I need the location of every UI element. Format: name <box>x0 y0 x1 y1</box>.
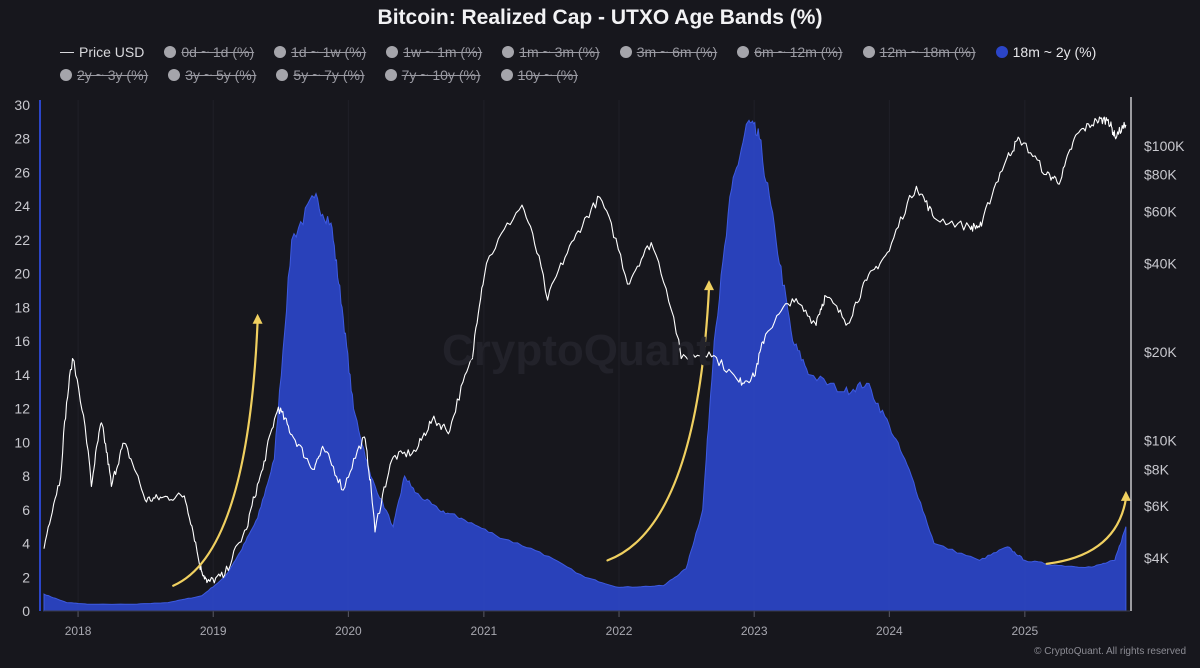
x-tick-label: 2018 <box>65 624 92 638</box>
x-tick-label: 2020 <box>335 624 362 638</box>
legend-label: 18m ~ 2y (%) <box>1012 44 1097 60</box>
annotation-layer <box>172 280 1131 587</box>
legend-dot-marker <box>384 69 397 81</box>
y-left-tick-label: 2 <box>22 569 30 585</box>
legend-label: 1w ~ 1m (%) <box>403 44 483 60</box>
legend-label: 6m ~ 12m (%) <box>754 44 843 60</box>
legend-dot-marker <box>737 46 750 58</box>
y-right-tick-label: $10K <box>1144 433 1177 449</box>
legend-item[interactable]: 1m ~ 3m (%) <box>502 41 600 64</box>
y-left-tick-label: 12 <box>14 401 30 417</box>
legend-item[interactable]: 3m ~ 6m (%) <box>619 41 718 64</box>
legend-dot-marker <box>60 69 72 81</box>
legend-item[interactable]: 0d ~ 1d (%) <box>164 41 254 64</box>
y-left-tick-label: 28 <box>14 131 30 147</box>
chart-title: Bitcoin: Realized Cap - UTXO Age Bands (… <box>377 6 823 29</box>
legend-dot-marker <box>502 46 515 58</box>
x-tick-label: 2023 <box>741 624 768 638</box>
y-right-tick-label: $60K <box>1144 203 1177 219</box>
legend-label: 1m ~ 3m (%) <box>519 44 600 60</box>
watermark: CryptoQuant <box>442 326 711 375</box>
y-right-tick-label: $6K <box>1144 498 1170 514</box>
y-left-tick-label: 10 <box>14 434 30 450</box>
legend-dot-marker <box>168 69 181 81</box>
legend-label: 1d ~ 1w (%) <box>291 44 367 60</box>
annotation-arrowhead <box>1120 490 1131 501</box>
y-left-tick-label: 26 <box>14 164 30 180</box>
x-tick-label: 2022 <box>606 624 633 638</box>
area-18m-2y <box>43 119 1127 612</box>
axes: 024681012141618202224262830$4K$6K$8K$10K… <box>14 97 1185 638</box>
y-right-tick-label: $40K <box>1144 255 1177 271</box>
legend-label: 5y ~ 7y (%) <box>293 67 365 83</box>
annotation-arrow <box>606 287 711 562</box>
legend-label: 12m ~ 18m (%) <box>879 44 976 60</box>
x-tick-label: 2021 <box>471 624 498 638</box>
legend-item[interactable]: 10y ~ (%) <box>500 64 578 87</box>
x-tick-label: 2024 <box>876 624 903 638</box>
y-left-tick-label: 4 <box>22 536 30 552</box>
y-left-tick-label: 24 <box>14 198 30 214</box>
legend-line-marker <box>60 52 74 53</box>
y-right-tick-label: $100K <box>1144 138 1185 154</box>
legend-item[interactable]: 18m ~ 2y (%) <box>995 41 1097 64</box>
legend-dot-marker <box>164 46 177 58</box>
legend: Price USD 0d ~ 1d (%) 1d ~ 1w (%) 1w ~ 1m (… <box>60 41 1170 87</box>
legend-dot-marker <box>500 69 513 81</box>
price-layer <box>43 116 1127 584</box>
y-left-tick-label: 16 <box>14 333 30 349</box>
y-left-tick-label: 0 <box>22 603 30 619</box>
legend-label: 10y ~ (%) <box>517 67 578 83</box>
area-layer <box>43 119 1127 612</box>
legend-dot-marker <box>995 46 1008 58</box>
legend-dot-marker <box>276 69 289 81</box>
legend-item[interactable]: 7y ~ 10y (%) <box>384 64 481 87</box>
legend-dot-marker <box>619 46 632 58</box>
price-usd-line <box>43 116 1127 584</box>
annotation-arrowhead <box>252 313 263 324</box>
y-right-tick-label: $8K <box>1144 461 1170 477</box>
legend-dot-marker <box>274 46 287 58</box>
legend-item[interactable]: 5y ~ 7y (%) <box>276 64 365 87</box>
legend-label: 2y ~ 3y (%) <box>77 67 149 83</box>
annotation-arrowhead <box>704 280 714 291</box>
legend-label: Price USD <box>79 44 145 60</box>
legend-label: 3y ~ 5y (%) <box>185 67 257 83</box>
legend-item[interactable]: 6m ~ 12m (%) <box>737 41 843 64</box>
legend-label: 7y ~ 10y (%) <box>401 67 481 83</box>
y-right-tick-label: $20K <box>1144 344 1177 360</box>
legend-item[interactable]: 2y ~ 3y (%) <box>60 64 148 87</box>
legend-dot-marker <box>386 46 399 58</box>
y-left-tick-label: 22 <box>14 232 30 248</box>
x-tick-label: 2025 <box>1011 624 1038 638</box>
y-left-tick-label: 20 <box>14 266 30 282</box>
y-left-tick-label: 30 <box>14 97 30 113</box>
legend-item[interactable]: 1w ~ 1m (%) <box>386 41 482 64</box>
legend-item[interactable]: 3y ~ 5y (%) <box>168 64 256 87</box>
x-tick-label: 2019 <box>200 624 227 638</box>
y-left-tick-label: 6 <box>22 502 30 518</box>
copyright-credit: © CryptoQuant. All rights reserved <box>1034 646 1186 657</box>
y-left-tick-label: 14 <box>14 367 30 383</box>
annotation-arrow <box>172 320 259 587</box>
y-left-tick-label: 18 <box>14 299 30 315</box>
legend-item[interactable]: Price USD <box>60 41 144 64</box>
y-left-tick-label: 8 <box>22 468 30 484</box>
legend-label: 0d ~ 1d (%) <box>181 44 255 60</box>
y-right-tick-label: $4K <box>1144 550 1170 566</box>
legend-item[interactable]: 1d ~ 1w (%) <box>274 41 366 64</box>
legend-label: 3m ~ 6m (%) <box>636 44 718 60</box>
legend-item[interactable]: 12m ~ 18m (%) <box>862 41 976 64</box>
y-right-tick-label: $80K <box>1144 167 1177 183</box>
legend-dot-marker <box>862 46 875 58</box>
annotation-arrow <box>1045 497 1127 565</box>
